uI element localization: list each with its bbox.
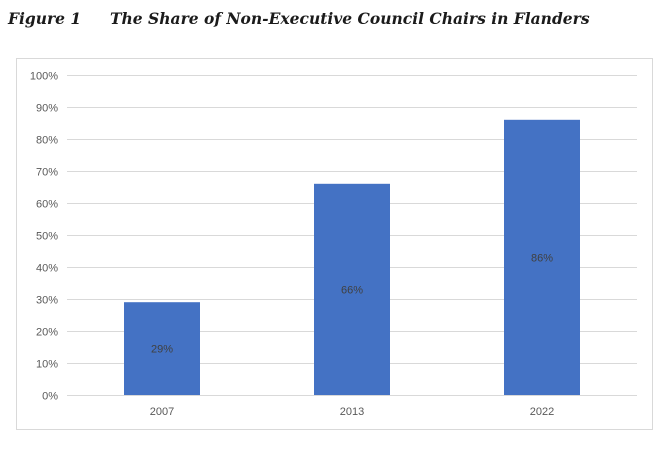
- x-tick-label: 2013: [340, 406, 364, 418]
- y-tick-label: 100%: [30, 71, 58, 83]
- chart-frame: 0% 10% 20% 30% 40% 50% 60% 70% 80% 90% 100% 29% 66%…: [16, 58, 653, 430]
- y-tick-label: 30%: [36, 295, 58, 307]
- x-tick-label: 2007: [150, 406, 174, 418]
- y-tick-label: 90%: [36, 103, 58, 115]
- figure-label: Figure 1: [8, 9, 82, 28]
- bar-chart: 0% 10% 20% 30% 40% 50% 60% 70% 80% 90% 100% 29% 66%…: [30, 71, 637, 418]
- bar-2013: [314, 183, 390, 395]
- y-tick-label: 70%: [36, 167, 58, 179]
- data-labels: 29% 66% 86%: [151, 252, 553, 355]
- figure-title: The Share of Non-Executive Council Chair…: [110, 9, 590, 28]
- data-label: 86%: [531, 252, 553, 264]
- bar-2022: [504, 119, 580, 396]
- x-axis-ticks: 2007 2013 2022: [150, 406, 554, 418]
- bar-2007: [124, 302, 200, 395]
- y-axis-ticks: 0% 10% 20% 30% 40% 50% 60% 70% 80% 90% 100%: [30, 71, 58, 403]
- y-tick-label: 20%: [36, 327, 58, 339]
- y-tick-label: 80%: [36, 135, 58, 147]
- y-tick-label: 10%: [36, 359, 58, 371]
- data-label: 29%: [151, 344, 173, 356]
- figure-heading: Figure 1 The Share of Non-Executive Coun…: [8, 9, 590, 35]
- y-tick-label: 0%: [42, 391, 58, 403]
- x-tick-label: 2022: [530, 406, 554, 418]
- y-tick-label: 40%: [36, 263, 58, 275]
- y-tick-label: 50%: [36, 231, 58, 243]
- bars: [124, 119, 580, 396]
- data-label: 66%: [341, 284, 363, 296]
- y-tick-label: 60%: [36, 199, 58, 211]
